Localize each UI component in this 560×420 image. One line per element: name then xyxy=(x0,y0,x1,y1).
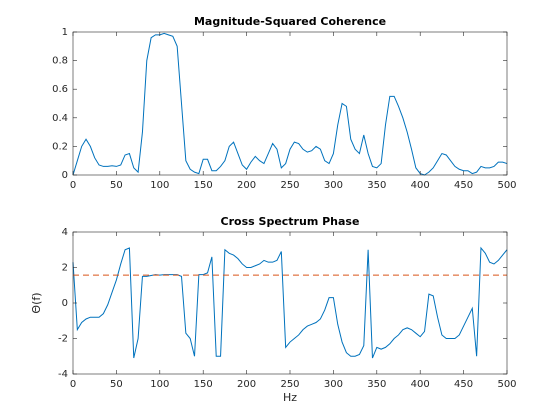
data-line xyxy=(72,246,508,359)
x-tick-label: 450 xyxy=(454,379,473,390)
y-tick-label: -4 xyxy=(58,369,68,380)
x-tick-label: 0 xyxy=(70,379,76,390)
y-tick-label: 0.4 xyxy=(52,113,68,124)
x-tick-label: 400 xyxy=(411,379,430,390)
y-tick-label: 0.8 xyxy=(52,56,68,67)
data-line xyxy=(72,32,508,176)
x-axis-label: Hz xyxy=(283,391,297,404)
y-tick-label: -2 xyxy=(58,334,68,345)
x-tick-label: 500 xyxy=(497,180,516,191)
x-tick-label: 200 xyxy=(237,180,256,191)
y-tick-label: 0 xyxy=(62,170,68,181)
x-tick-label: 100 xyxy=(150,379,169,390)
axes-background xyxy=(73,232,507,374)
x-tick-label: 50 xyxy=(110,379,123,390)
x-tick-label: 500 xyxy=(497,379,516,390)
axes-background xyxy=(73,32,507,175)
x-tick-label: 150 xyxy=(194,379,213,390)
y-tick-label: 0.2 xyxy=(52,141,68,152)
chart-title: Magnitude-Squared Coherence xyxy=(194,15,386,28)
x-tick-label: 250 xyxy=(280,180,299,191)
y-axis-label: Θ(f) xyxy=(30,292,43,313)
chart-title: Cross Spectrum Phase xyxy=(221,215,360,228)
x-tick-label: 200 xyxy=(237,379,256,390)
x-tick-label: 150 xyxy=(194,180,213,191)
x-tick-label: 350 xyxy=(367,180,386,191)
y-tick-label: 1 xyxy=(62,27,68,38)
x-tick-label: 400 xyxy=(411,180,430,191)
y-tick-label: 4 xyxy=(62,227,68,238)
x-tick-label: 300 xyxy=(324,180,343,191)
x-tick-label: 50 xyxy=(110,180,123,191)
y-tick-label: 0 xyxy=(62,298,68,309)
x-tick-label: 300 xyxy=(324,379,343,390)
x-tick-label: 100 xyxy=(150,180,169,191)
x-tick-label: 450 xyxy=(454,180,473,191)
x-tick-label: 350 xyxy=(367,379,386,390)
y-tick-label: 2 xyxy=(62,263,68,274)
y-tick-label: 0.6 xyxy=(52,84,68,95)
x-tick-label: 0 xyxy=(70,180,76,191)
x-tick-label: 250 xyxy=(280,379,299,390)
